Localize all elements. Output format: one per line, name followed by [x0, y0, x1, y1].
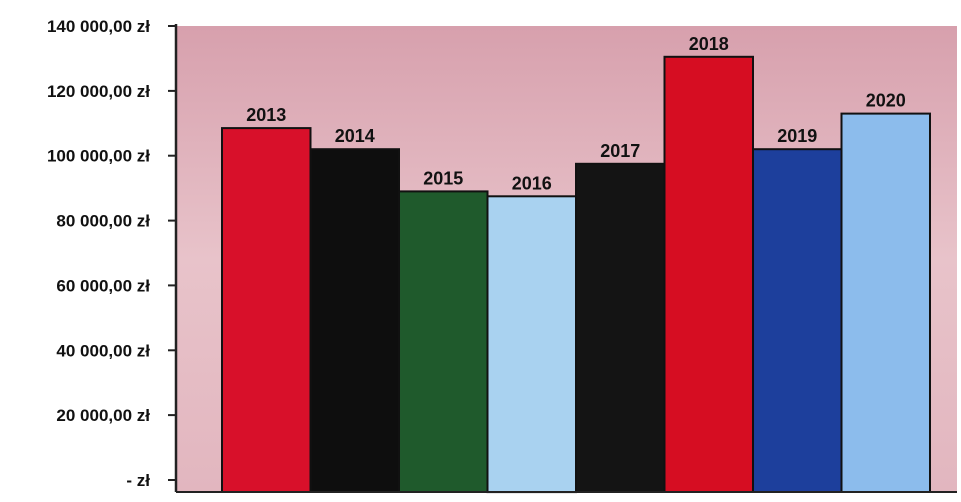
data-label-2017: 2017	[600, 141, 640, 161]
y-tick-label: 60 000,00 zł	[56, 276, 150, 295]
bar-2019	[752, 148, 843, 493]
y-tick-label: 20 000,00 zł	[56, 406, 150, 425]
data-label-2015: 2015	[423, 168, 463, 188]
data-label-2013: 2013	[246, 105, 286, 125]
bar-2014	[309, 148, 400, 493]
bar-2018	[663, 55, 754, 494]
data-label-2020: 2020	[866, 91, 906, 111]
bar-2013	[221, 127, 312, 493]
y-tick-label: 40 000,00 zł	[56, 341, 150, 360]
y-tick-label: 80 000,00 zł	[56, 212, 150, 231]
bar-2015	[398, 190, 489, 493]
y-tick-label: - zł	[126, 471, 150, 490]
y-tick-label: 140 000,00 zł	[47, 17, 150, 36]
bar-2016	[486, 195, 577, 494]
y-tick-label: 120 000,00 zł	[47, 82, 150, 101]
data-label-2016: 2016	[512, 173, 552, 193]
bar-2020	[840, 112, 931, 493]
bar-2017	[575, 162, 666, 494]
data-label-2018: 2018	[689, 34, 729, 54]
data-label-2014: 2014	[335, 126, 375, 146]
data-label-2019: 2019	[777, 126, 817, 146]
y-tick-label: 100 000,00 zł	[47, 147, 150, 166]
